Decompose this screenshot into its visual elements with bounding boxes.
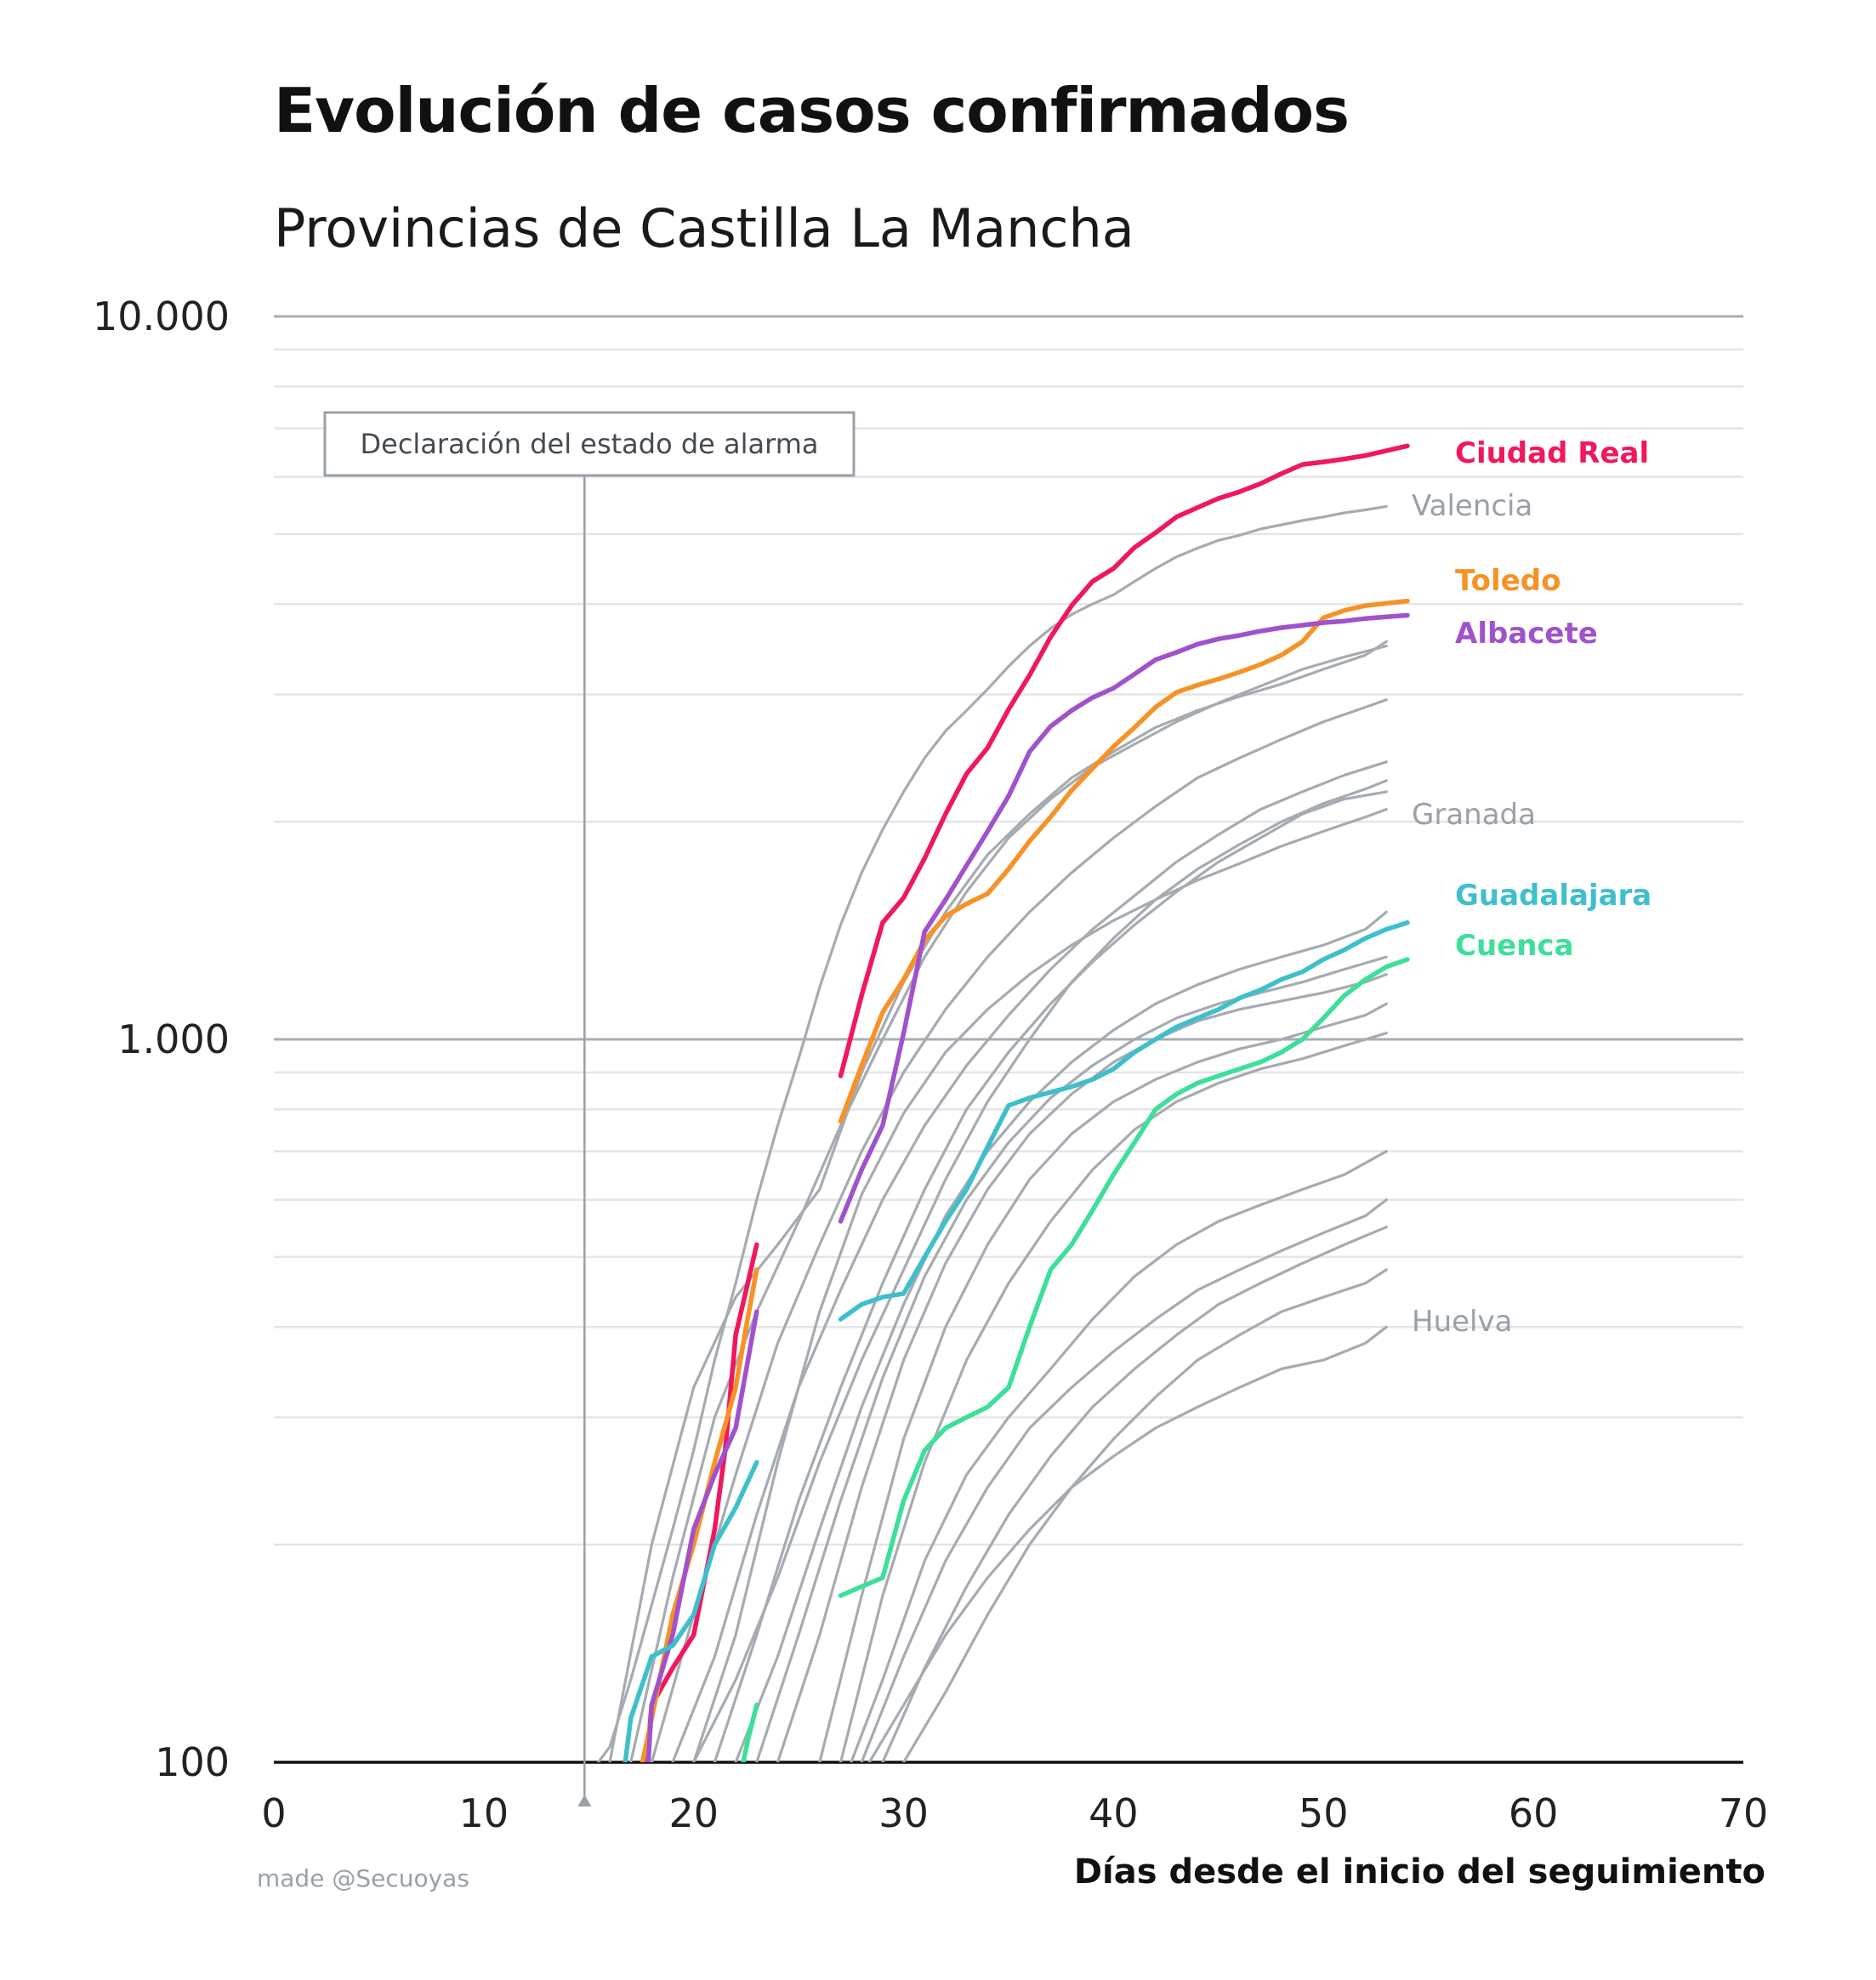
province-line bbox=[734, 910, 1388, 1762]
background-series bbox=[596, 504, 1388, 1762]
province-line bbox=[850, 1150, 1388, 1762]
province-line bbox=[839, 1032, 1388, 1762]
x-axis-label: Días desde el inicio del seguimiento bbox=[1073, 1852, 1765, 1892]
y-tick-label: 10.000 bbox=[93, 293, 230, 339]
alarm-annotation: Declaración del estado de alarma bbox=[323, 411, 856, 1806]
chart-subtitle: Provincias de Castilla La Mancha bbox=[274, 197, 1134, 259]
alarm-box bbox=[323, 411, 856, 477]
x-tick-label: 50 bbox=[1299, 1790, 1349, 1836]
toledo-line bbox=[838, 598, 1410, 1124]
ciudad-real-label: Ciudad Real bbox=[1455, 436, 1649, 470]
credit: made @Secuoyas bbox=[257, 1864, 469, 1892]
y-axis-ticks: 100 1.000 10.000 bbox=[93, 293, 230, 1785]
x-tick-label: 60 bbox=[1509, 1790, 1559, 1836]
province-line bbox=[881, 1226, 1388, 1762]
province-line bbox=[818, 1002, 1388, 1762]
y-tick-label: 1.000 bbox=[117, 1016, 230, 1062]
guadalajara-label: Guadalajara bbox=[1455, 879, 1651, 913]
granada-label: Granada bbox=[1412, 798, 1536, 832]
chart-title: Evolución de casos confirmados bbox=[274, 75, 1350, 146]
y-tick-label: 100 bbox=[155, 1739, 230, 1785]
alarm-line-marker bbox=[577, 1795, 592, 1806]
province-line bbox=[671, 760, 1388, 1762]
province-line bbox=[776, 973, 1388, 1762]
x-tick-label: 30 bbox=[878, 1790, 929, 1836]
x-tick-label: 40 bbox=[1089, 1790, 1139, 1836]
x-axis-ticks: 0 10 20 30 40 50 60 70 bbox=[261, 1790, 1768, 1836]
province-line bbox=[902, 1268, 1388, 1762]
guadalajara-line bbox=[838, 920, 1410, 1322]
alarm-label: Declaración del estado de alarma bbox=[361, 428, 819, 460]
albacete-label: Albacete bbox=[1455, 617, 1598, 651]
x-tick-label: 10 bbox=[459, 1790, 509, 1836]
province-line bbox=[650, 698, 1388, 1762]
highlighted-series bbox=[622, 443, 1410, 1762]
province-line bbox=[692, 779, 1388, 1762]
granada-line bbox=[692, 808, 1388, 1762]
albacete-line bbox=[838, 612, 1410, 1224]
grid bbox=[274, 315, 1743, 1764]
valencia-line bbox=[596, 504, 1388, 1762]
ciudad-real-line bbox=[838, 443, 1410, 1078]
province-line bbox=[860, 1198, 1388, 1762]
cuenca-line bbox=[838, 957, 1410, 1598]
cuenca-label: Cuenca bbox=[1455, 929, 1574, 963]
huelva-label: Huelva bbox=[1412, 1305, 1512, 1339]
series-labels: Ciudad Real Toledo Albacete Guadalajara Cuen… bbox=[1412, 436, 1651, 1339]
albacete-line bbox=[645, 1309, 759, 1762]
valencia-label: Valencia bbox=[1412, 489, 1532, 523]
province-line bbox=[608, 640, 1388, 1762]
huelva-line bbox=[867, 1325, 1388, 1762]
x-tick-label: 0 bbox=[261, 1790, 286, 1836]
cuenca-line bbox=[741, 1702, 759, 1762]
x-tick-label: 20 bbox=[668, 1790, 719, 1836]
guadalajara-line bbox=[622, 1459, 759, 1762]
province-line bbox=[713, 790, 1388, 1762]
x-tick-label: 70 bbox=[1719, 1790, 1769, 1836]
province-line bbox=[755, 955, 1388, 1762]
toledo-label: Toledo bbox=[1455, 564, 1560, 598]
